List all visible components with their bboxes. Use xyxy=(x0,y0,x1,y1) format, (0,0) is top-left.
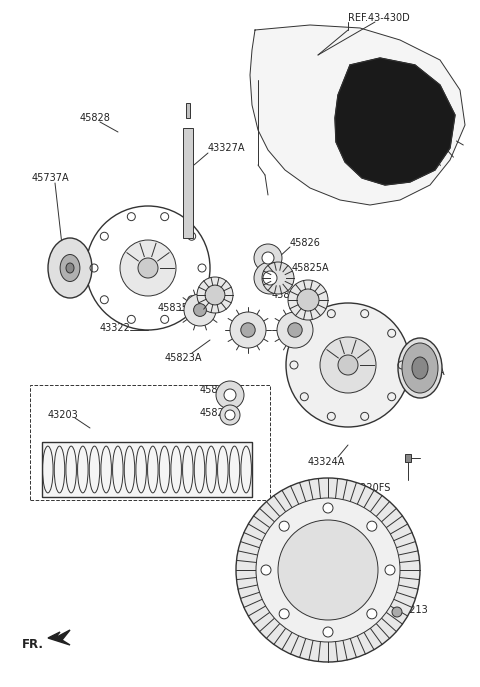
Circle shape xyxy=(184,294,216,326)
Circle shape xyxy=(220,405,240,425)
Text: 45737A: 45737A xyxy=(408,367,445,377)
Circle shape xyxy=(261,565,271,575)
Circle shape xyxy=(216,381,244,409)
Polygon shape xyxy=(250,25,465,205)
Text: 45835: 45835 xyxy=(310,317,341,327)
Text: REF.43-430D: REF.43-430D xyxy=(348,13,410,23)
Circle shape xyxy=(323,627,333,637)
Circle shape xyxy=(262,262,294,294)
Circle shape xyxy=(205,285,225,305)
Bar xyxy=(42,442,252,497)
Circle shape xyxy=(392,607,402,617)
Circle shape xyxy=(367,609,377,619)
Ellipse shape xyxy=(402,343,438,393)
Ellipse shape xyxy=(66,263,74,273)
Bar xyxy=(183,128,193,238)
Circle shape xyxy=(256,498,400,642)
Circle shape xyxy=(286,303,410,427)
Ellipse shape xyxy=(48,238,92,298)
Text: 45835: 45835 xyxy=(158,303,189,313)
Text: 45737A: 45737A xyxy=(32,173,70,183)
Text: 43322: 43322 xyxy=(100,323,131,333)
Text: 45825A: 45825A xyxy=(292,263,330,273)
Text: 45828: 45828 xyxy=(80,113,111,123)
Text: FR.: FR. xyxy=(22,638,44,651)
Polygon shape xyxy=(335,58,455,185)
Circle shape xyxy=(367,521,377,531)
Circle shape xyxy=(297,289,319,311)
Text: 45825A: 45825A xyxy=(200,385,238,395)
Circle shape xyxy=(320,337,376,393)
Circle shape xyxy=(254,262,286,294)
Text: 43203: 43203 xyxy=(48,410,79,420)
Bar xyxy=(405,454,411,462)
Text: 45823A: 45823A xyxy=(165,353,203,363)
Ellipse shape xyxy=(60,254,80,282)
Circle shape xyxy=(120,240,176,296)
Text: 1220FS: 1220FS xyxy=(355,483,391,493)
Circle shape xyxy=(224,389,236,401)
Circle shape xyxy=(236,478,420,662)
Text: 45826: 45826 xyxy=(200,408,231,418)
Text: 43332: 43332 xyxy=(290,507,321,517)
Circle shape xyxy=(279,609,289,619)
Ellipse shape xyxy=(398,338,442,398)
Circle shape xyxy=(263,271,277,285)
Circle shape xyxy=(277,312,313,348)
Circle shape xyxy=(241,323,255,337)
Circle shape xyxy=(138,258,158,278)
Circle shape xyxy=(262,252,274,264)
Text: 43213: 43213 xyxy=(398,605,429,615)
Circle shape xyxy=(288,323,302,337)
Circle shape xyxy=(254,244,282,272)
Bar xyxy=(30,385,270,500)
Circle shape xyxy=(288,280,328,320)
Text: 43327A: 43327A xyxy=(208,143,245,153)
Circle shape xyxy=(323,503,333,513)
Bar xyxy=(186,103,190,118)
Polygon shape xyxy=(48,630,70,645)
Text: 43324A: 43324A xyxy=(308,457,346,467)
Circle shape xyxy=(230,312,266,348)
Circle shape xyxy=(193,304,206,317)
Circle shape xyxy=(278,520,378,620)
Text: 45826: 45826 xyxy=(290,238,321,248)
Circle shape xyxy=(197,277,233,313)
Ellipse shape xyxy=(412,357,428,379)
Circle shape xyxy=(279,521,289,531)
Bar xyxy=(42,442,252,497)
Circle shape xyxy=(385,565,395,575)
Circle shape xyxy=(338,355,358,375)
Circle shape xyxy=(225,410,235,420)
Text: 45823A: 45823A xyxy=(272,290,310,300)
